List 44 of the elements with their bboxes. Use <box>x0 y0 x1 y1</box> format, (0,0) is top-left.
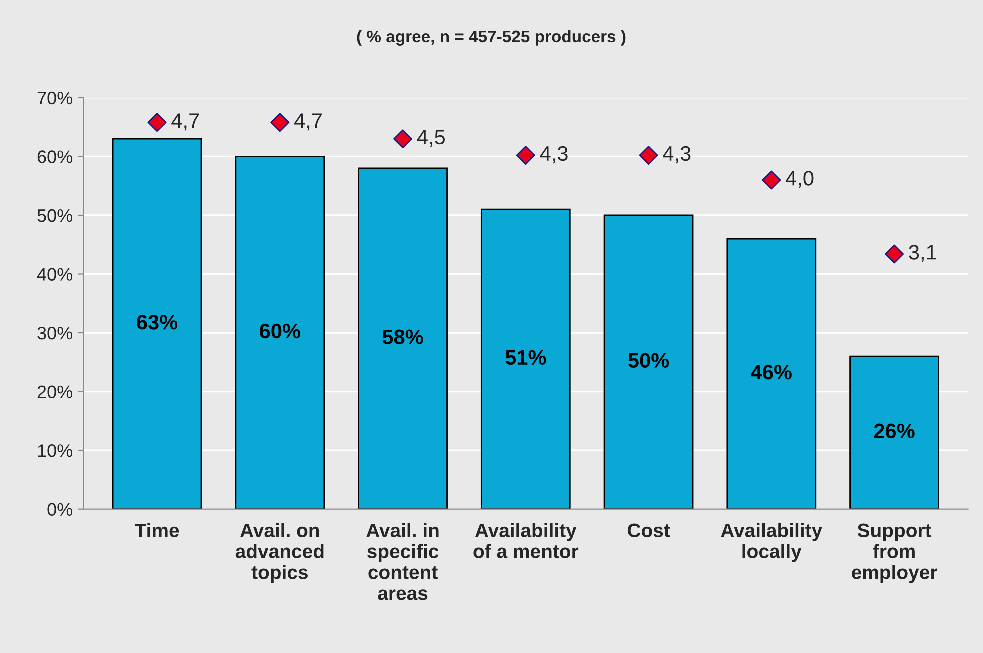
point <box>516 146 536 166</box>
data-label: 4,5 <box>417 130 446 148</box>
bar <box>726 238 817 510</box>
x-tick-label: Support from employer <box>852 524 938 584</box>
data-label: 3,1 <box>909 245 936 262</box>
x-tick-label: Cost <box>628 524 670 538</box>
y-tick-label: 70% <box>38 92 72 105</box>
chart-title: ( % agree, n = 457-525 producers ) <box>357 30 626 46</box>
x-tick-label: Time <box>134 523 180 538</box>
y-tick-label: 60% <box>38 150 72 164</box>
y-tick-label: 0% <box>48 503 72 516</box>
bar <box>850 356 940 510</box>
x-tick-label: Availability locally <box>721 523 823 562</box>
data-label: 4,0 <box>786 171 814 188</box>
x-tick-label: Avail. in specific content areas <box>366 523 439 600</box>
bar <box>604 214 694 510</box>
x-tick-label: Availability of a mentor <box>474 523 579 558</box>
data-label: 60% <box>260 324 300 339</box>
data-label: 4,3 <box>663 146 691 164</box>
bar <box>358 168 448 510</box>
data-label: 58% <box>382 330 424 344</box>
data-label: 4,7 <box>172 114 200 131</box>
point <box>394 130 413 149</box>
y-tick-label: 30% <box>38 326 72 340</box>
data-label: 51% <box>506 350 546 366</box>
data-label: 46% <box>751 365 792 380</box>
y-tick-label: 20% <box>38 386 72 399</box>
data-label: 50% <box>628 353 670 368</box>
point <box>639 146 658 166</box>
bar <box>235 156 326 510</box>
y-tick-label: 40% <box>37 268 72 281</box>
x-tick-label: Avail. on advanced topics <box>236 523 324 584</box>
bar <box>112 138 202 510</box>
point <box>885 244 904 264</box>
bar <box>480 208 571 510</box>
data-label: 26% <box>874 424 915 439</box>
point <box>762 170 782 190</box>
point <box>270 113 290 132</box>
data-label: 4,3 <box>540 146 568 164</box>
data-label: 63% <box>137 315 178 330</box>
point <box>148 113 167 132</box>
y-tick-label: 50% <box>38 209 72 222</box>
data-label: 4,7 <box>294 114 322 131</box>
y-tick-label: 10% <box>38 444 72 458</box>
